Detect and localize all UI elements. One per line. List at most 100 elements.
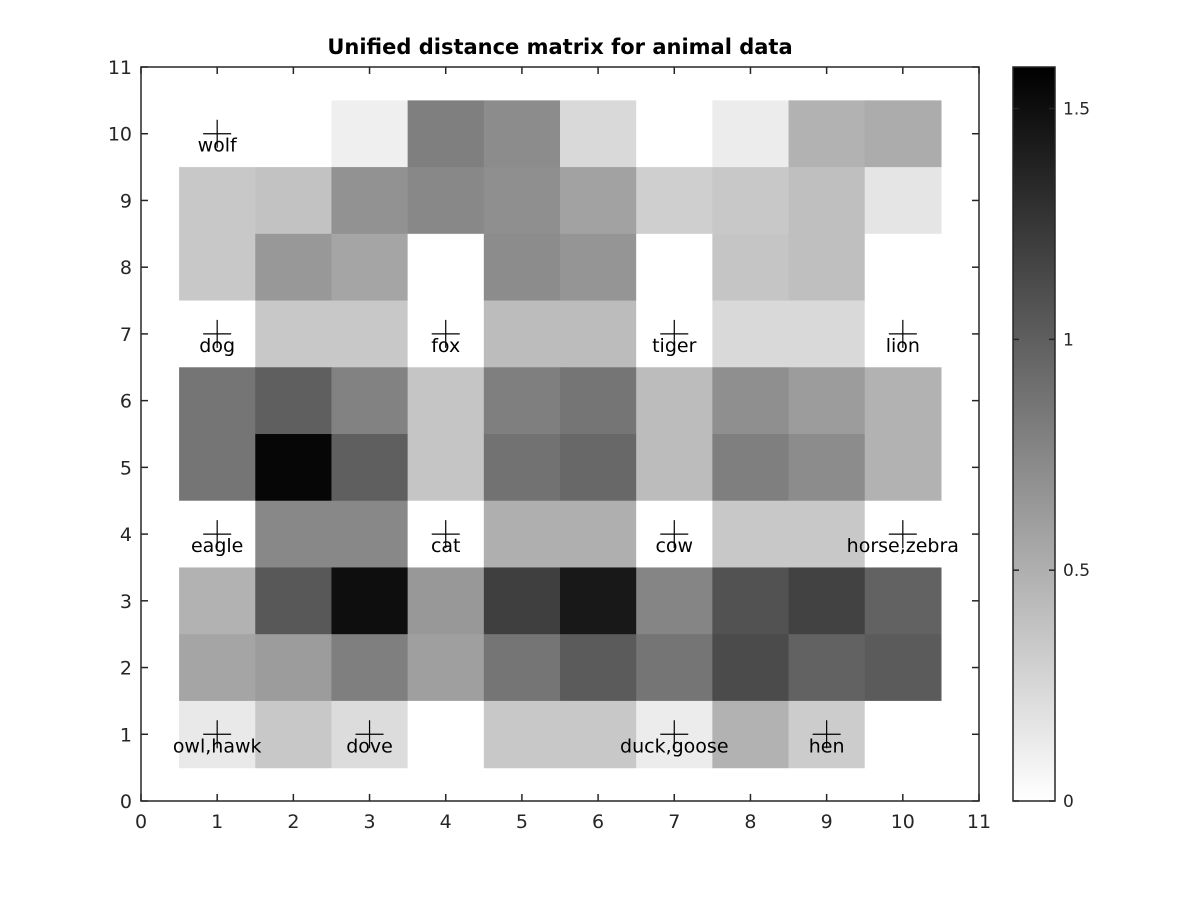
- heatmap-cell: [864, 167, 942, 235]
- colorbar-tick-label: 0.5: [1063, 561, 1090, 581]
- heatmap-cell: [407, 700, 485, 769]
- heatmap-cell: [864, 434, 942, 502]
- heatmap-cell: [407, 367, 485, 435]
- heatmap-cell: [179, 434, 256, 502]
- heatmap-cell: [407, 634, 485, 702]
- y-tick-label: 11: [108, 57, 132, 79]
- heatmap-cell: [179, 167, 256, 235]
- node-marker: [431, 520, 460, 549]
- axis-ticks: [140, 66, 980, 802]
- heatmap-cell: [255, 634, 333, 702]
- heatmap-cell: [788, 500, 866, 569]
- heatmap-cell: [560, 567, 637, 635]
- x-tick-label: 1: [211, 811, 223, 833]
- animal-label: duck,goose: [620, 735, 729, 757]
- y-tick-label: 0: [120, 791, 132, 813]
- y-tick-label: 3: [120, 591, 132, 613]
- heatmap-cell: [255, 434, 333, 502]
- heatmap-cell: [636, 100, 713, 168]
- heatmap-cell: [483, 434, 561, 502]
- heatmap-cell: [712, 567, 790, 635]
- heatmap-cell: [255, 567, 333, 635]
- heatmap-cell: [560, 367, 637, 435]
- heatmap-cell: [483, 233, 561, 302]
- colorbar-gradient: [1012, 66, 1056, 802]
- node-marker: [660, 520, 689, 549]
- y-tick-label: 9: [120, 190, 132, 212]
- heatmap-cell: [560, 634, 637, 702]
- x-tick-label: 8: [744, 811, 756, 833]
- x-tick-label: 10: [891, 811, 915, 833]
- animal-label: cow: [655, 535, 693, 557]
- heatmap-cell: [560, 700, 637, 769]
- y-tick-label: 10: [108, 124, 132, 146]
- heatmap-cell: [788, 233, 866, 302]
- y-tick-label: 4: [120, 524, 132, 546]
- heatmap-cell: [636, 233, 713, 302]
- node-marker: [888, 319, 917, 348]
- animal-label: horse,zebra: [847, 535, 959, 557]
- colorbar-tick-label: 0: [1063, 792, 1074, 812]
- animal-label: cat: [431, 535, 461, 557]
- animal-label: dog: [199, 335, 235, 357]
- node-marker: [888, 520, 917, 549]
- node-marker: [203, 520, 232, 549]
- heatmap-cell: [331, 634, 409, 702]
- heatmap-cell: [712, 233, 790, 302]
- node-marker: [203, 720, 232, 749]
- animal-label: hen: [809, 735, 845, 757]
- y-tick-label: 1: [120, 724, 132, 746]
- heatmap-cell: [560, 233, 637, 302]
- heatmap-cell: [712, 634, 790, 702]
- heatmap-cell: [483, 100, 561, 168]
- animal-label: owl,hawk: [173, 735, 262, 757]
- chart-title: Unified distance matrix for animal data: [327, 35, 792, 59]
- node-marker: [355, 720, 384, 749]
- node-marker: [812, 720, 841, 749]
- heatmap-cell: [407, 567, 485, 635]
- node-marker: [660, 720, 689, 749]
- heatmap-cell: [864, 233, 942, 302]
- colorbar-ticks: 0 0.5 1 1.5: [1013, 100, 1090, 812]
- node-marker: [203, 119, 232, 148]
- y-tick-label: 7: [120, 324, 132, 346]
- heatmap-cell: [788, 567, 866, 635]
- x-tick-label: 2: [287, 811, 299, 833]
- heatmap-cell: [864, 700, 942, 769]
- heatmap-cell: [712, 300, 790, 368]
- heatmap-cell: [407, 233, 485, 302]
- animal-label: lion: [886, 335, 920, 357]
- node-marker: [431, 319, 460, 348]
- x-tick-label: 9: [821, 811, 833, 833]
- heatmap-cell: [483, 700, 561, 769]
- node-marker: [203, 319, 232, 348]
- heatmap-cell: [483, 167, 561, 235]
- heatmap-cell: [179, 567, 256, 635]
- node-marker: [660, 319, 689, 348]
- heatmap-cell: [788, 434, 866, 502]
- animal-label: tiger: [652, 335, 696, 357]
- heatmap-cell: [483, 567, 561, 635]
- heatmap-cell: [712, 700, 790, 769]
- heatmap-cells: [179, 100, 942, 769]
- heatmap-cell: [636, 367, 713, 435]
- heatmap-cell: [255, 233, 333, 302]
- heatmap-cell: [331, 100, 409, 168]
- heatmap-cell: [331, 500, 409, 569]
- heatmap-cell: [788, 100, 866, 168]
- animal-label: wolf: [198, 135, 238, 157]
- heatmap-cell: [712, 167, 790, 235]
- heatmap-cell: [864, 367, 942, 435]
- heatmap-cell: [179, 367, 256, 435]
- x-tick-label: 4: [440, 811, 452, 833]
- heatmap-cell: [712, 434, 790, 502]
- heatmap-cell: [331, 300, 409, 368]
- heatmap-cell: [864, 567, 942, 635]
- heatmap-cell: [331, 233, 409, 302]
- heatmap-cell: [331, 367, 409, 435]
- heatmap-cell: [407, 434, 485, 502]
- x-tick-label: 3: [363, 811, 375, 833]
- heatmap-cell: [788, 167, 866, 235]
- colorbar-tick-label: 1.5: [1063, 100, 1090, 120]
- heatmap-cell: [255, 367, 333, 435]
